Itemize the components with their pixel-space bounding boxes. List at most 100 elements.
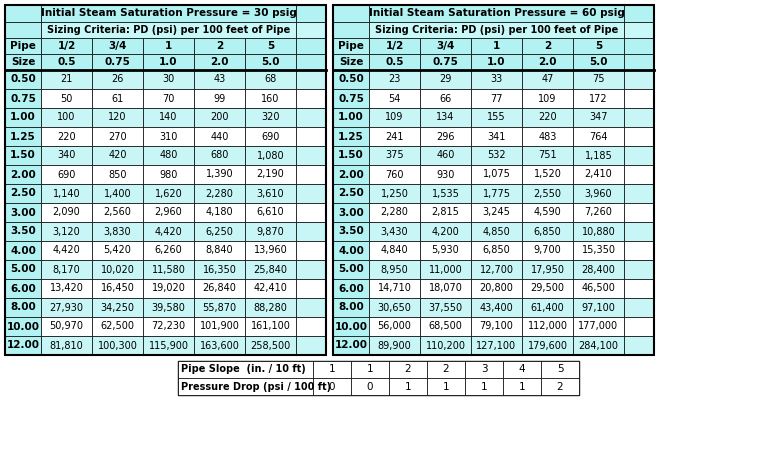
Text: 5.0: 5.0 xyxy=(589,57,608,67)
Bar xyxy=(194,222,245,241)
Text: 690: 690 xyxy=(261,132,279,142)
Bar xyxy=(245,89,296,108)
Bar xyxy=(245,203,296,222)
Bar xyxy=(245,317,296,336)
Bar xyxy=(573,165,624,184)
Bar xyxy=(471,298,522,317)
Bar xyxy=(296,22,326,38)
Bar xyxy=(624,317,654,336)
Text: 75: 75 xyxy=(592,74,604,85)
Text: 42,410: 42,410 xyxy=(253,283,287,293)
Text: 200: 200 xyxy=(210,112,229,122)
Text: 930: 930 xyxy=(436,170,455,180)
Bar xyxy=(143,146,194,165)
Bar xyxy=(471,108,522,127)
Bar xyxy=(92,260,143,279)
Bar xyxy=(624,241,654,260)
Bar xyxy=(369,89,420,108)
Bar xyxy=(194,298,245,317)
Bar xyxy=(573,70,624,89)
Bar xyxy=(471,165,522,184)
Text: 110,200: 110,200 xyxy=(425,340,466,351)
Text: 61: 61 xyxy=(111,94,124,103)
Bar xyxy=(194,184,245,203)
Text: 0.50: 0.50 xyxy=(338,74,364,85)
Bar xyxy=(389,378,427,395)
Text: 1,080: 1,080 xyxy=(256,150,284,160)
Text: 10.00: 10.00 xyxy=(6,322,39,331)
Bar xyxy=(624,70,654,89)
Text: 16,450: 16,450 xyxy=(100,283,134,293)
Text: 77: 77 xyxy=(490,94,503,103)
Text: 3/4: 3/4 xyxy=(436,41,455,51)
Bar xyxy=(194,54,245,70)
Text: 2,550: 2,550 xyxy=(533,188,561,198)
Bar xyxy=(333,260,369,279)
Bar xyxy=(333,279,369,298)
Text: 0.5: 0.5 xyxy=(57,57,76,67)
Text: 6,250: 6,250 xyxy=(205,227,233,237)
Text: 270: 270 xyxy=(108,132,127,142)
Bar xyxy=(471,260,522,279)
Text: Initial Steam Saturation Pressure = 30 psig: Initial Steam Saturation Pressure = 30 p… xyxy=(41,9,296,18)
Bar xyxy=(296,108,326,127)
Text: 120: 120 xyxy=(108,112,127,122)
Text: 29: 29 xyxy=(439,74,452,85)
Text: 33: 33 xyxy=(490,74,503,85)
Bar xyxy=(296,127,326,146)
Bar xyxy=(143,54,194,70)
Text: 680: 680 xyxy=(210,150,229,160)
Bar xyxy=(471,127,522,146)
Text: 4,180: 4,180 xyxy=(205,207,233,218)
Bar xyxy=(143,184,194,203)
Text: 12,700: 12,700 xyxy=(479,265,513,275)
Bar xyxy=(296,89,326,108)
Text: 1.0: 1.0 xyxy=(159,57,178,67)
Bar xyxy=(41,146,92,165)
Bar xyxy=(624,89,654,108)
Text: 1,185: 1,185 xyxy=(584,150,612,160)
Text: 55,870: 55,870 xyxy=(202,303,236,313)
Text: Pipe: Pipe xyxy=(10,41,36,51)
Bar xyxy=(333,317,369,336)
Bar xyxy=(143,317,194,336)
Bar xyxy=(471,241,522,260)
Bar xyxy=(369,298,420,317)
Text: 1: 1 xyxy=(329,365,335,374)
Text: 6,260: 6,260 xyxy=(154,245,182,255)
Bar xyxy=(369,222,420,241)
Text: 6,850: 6,850 xyxy=(533,227,561,237)
Text: 39,580: 39,580 xyxy=(151,303,185,313)
Bar xyxy=(5,89,41,108)
Bar xyxy=(41,203,92,222)
Text: Initial Steam Saturation Pressure = 60 psig: Initial Steam Saturation Pressure = 60 p… xyxy=(368,9,625,18)
Bar xyxy=(245,184,296,203)
Text: 2.0: 2.0 xyxy=(538,57,557,67)
Bar xyxy=(296,222,326,241)
Bar xyxy=(522,317,573,336)
Text: 4,590: 4,590 xyxy=(533,207,561,218)
Bar xyxy=(624,5,654,22)
Bar xyxy=(369,260,420,279)
Bar xyxy=(573,184,624,203)
Text: 81,810: 81,810 xyxy=(49,340,83,351)
Text: 532: 532 xyxy=(487,150,506,160)
Text: 12.00: 12.00 xyxy=(6,340,39,351)
Text: 460: 460 xyxy=(436,150,455,160)
Bar xyxy=(522,279,573,298)
Text: 23: 23 xyxy=(388,74,401,85)
Text: 1,775: 1,775 xyxy=(482,188,510,198)
Text: Sizing Criteria: PD (psi) per 100 feet of Pipe: Sizing Criteria: PD (psi) per 100 feet o… xyxy=(47,25,290,35)
Bar xyxy=(465,378,503,395)
Text: 3/4: 3/4 xyxy=(108,41,127,51)
Bar xyxy=(522,203,573,222)
Text: 28,400: 28,400 xyxy=(581,265,615,275)
Bar xyxy=(41,127,92,146)
Text: 1.0: 1.0 xyxy=(487,57,506,67)
Bar xyxy=(5,298,41,317)
Bar xyxy=(427,378,465,395)
Bar xyxy=(296,260,326,279)
Bar xyxy=(92,70,143,89)
Text: 341: 341 xyxy=(487,132,506,142)
Bar xyxy=(624,260,654,279)
